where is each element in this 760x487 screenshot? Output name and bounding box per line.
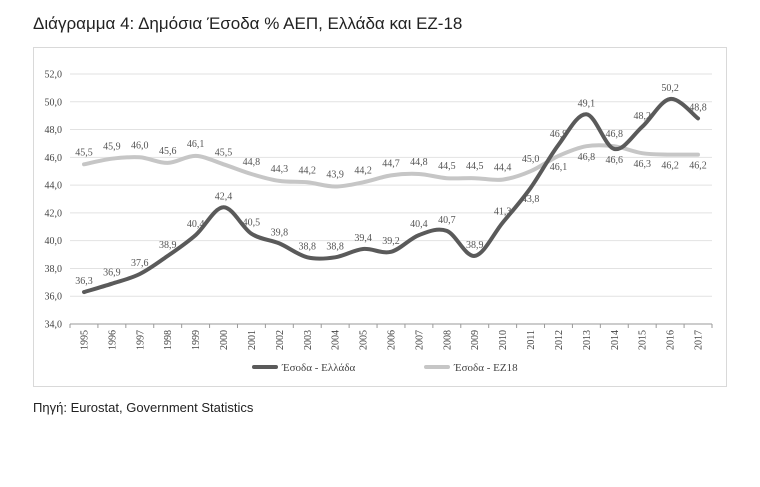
data-label-greece: 48,2: [633, 111, 651, 122]
data-label-ez18: 44,4: [494, 163, 512, 174]
data-label-greece: 40,7: [438, 215, 456, 226]
x-tick-label: 1998: [163, 330, 174, 350]
data-label-greece: 38,8: [299, 241, 317, 252]
y-tick-label: 48,0: [45, 125, 63, 136]
data-label-greece: 48,8: [689, 102, 707, 113]
data-label-ez18: 44,5: [438, 161, 456, 172]
y-tick-label: 34,0: [45, 320, 63, 331]
x-tick-label: 1997: [135, 330, 146, 350]
data-label-ez18: 44,5: [466, 161, 484, 172]
x-tick-label: 2011: [526, 330, 537, 350]
series-line-ez18: [82, 143, 700, 189]
data-label-greece: 38,9: [159, 240, 177, 251]
data-label-ez18: 46,8: [606, 129, 624, 140]
chart-frame: [33, 47, 727, 387]
y-tick-label: 44,0: [45, 181, 63, 192]
data-label-ez18: 46,8: [578, 152, 596, 163]
x-tick-label: 1995: [79, 330, 90, 350]
data-label-ez18: 46,2: [689, 161, 707, 172]
x-tick-label: 2005: [359, 330, 370, 350]
x-tick-label: 2017: [694, 330, 705, 350]
x-tick-label: 2009: [470, 330, 481, 350]
x-tick-label: 2002: [275, 330, 286, 350]
data-label-ez18: 44,8: [410, 157, 428, 168]
data-label-ez18: 46,0: [131, 140, 149, 151]
data-label-greece: 38,8: [326, 241, 344, 252]
data-label-greece: 40,5: [243, 218, 261, 229]
data-label-greece: 39,2: [382, 236, 400, 247]
x-tick-label: 2010: [498, 330, 509, 350]
data-label-greece: 46,6: [606, 155, 624, 166]
data-label-ez18: 44,2: [354, 165, 372, 176]
data-label-greece: 50,2: [661, 83, 679, 94]
y-tick-label: 38,0: [45, 264, 63, 275]
y-tick-label: 50,0: [45, 97, 63, 108]
data-label-greece: 39,4: [354, 233, 372, 244]
data-label-ez18: 45,0: [522, 154, 540, 165]
x-tick-label: 1996: [107, 330, 118, 350]
data-label-ez18: 46,2: [661, 161, 679, 172]
source-note: Πηγή: Eurostat, Government Statistics: [33, 400, 254, 415]
data-label-ez18: 45,6: [159, 146, 177, 157]
data-label-ez18: 46,3: [633, 159, 651, 170]
data-label-ez18: 46,1: [187, 139, 205, 150]
data-label-ez18: 45,5: [75, 147, 93, 158]
x-tick-label: 2015: [638, 330, 649, 350]
x-tick-label: 2008: [442, 330, 453, 350]
x-tick-label: 2004: [331, 330, 342, 350]
y-tick-label: 52,0: [45, 70, 63, 81]
data-label-greece: 42,4: [215, 191, 233, 202]
y-tick-label: 40,0: [45, 236, 63, 247]
legend-label-greece: Έσοδα - Ελλάδα: [281, 362, 356, 374]
x-tick-label: 2007: [414, 330, 425, 350]
data-label-greece: 49,1: [578, 98, 596, 109]
data-label-greece: 38,9: [466, 240, 484, 251]
x-tick-label: 2013: [582, 330, 593, 350]
x-tick-label: 2012: [554, 330, 565, 350]
data-label-greece: 37,6: [131, 258, 149, 269]
data-label-greece: 41,3: [494, 207, 512, 218]
x-tick-label: 2003: [303, 330, 314, 350]
data-label-ez18: 44,3: [271, 164, 289, 175]
y-tick-label: 36,0: [45, 292, 63, 303]
x-tick-label: 2000: [219, 330, 230, 350]
data-label-ez18: 44,2: [299, 165, 317, 176]
x-tick-label: 2014: [610, 330, 621, 350]
series-line-greece: [82, 97, 700, 295]
y-tick-label: 46,0: [45, 153, 63, 164]
data-label-ez18: 44,7: [382, 158, 400, 169]
data-label-greece: 46,9: [550, 129, 568, 140]
data-label-ez18: 43,9: [326, 170, 344, 181]
data-label-greece: 36,3: [75, 276, 93, 287]
x-tick-label: 1999: [191, 330, 202, 350]
x-tick-label: 2001: [247, 330, 258, 350]
x-tick-label: 2016: [666, 330, 677, 350]
data-label-greece: 39,8: [271, 227, 289, 238]
data-label-greece: 36,9: [103, 268, 121, 279]
data-label-greece: 43,8: [522, 194, 540, 205]
data-label-ez18: 45,5: [215, 147, 233, 158]
chart-title: Διάγραμμα 4: Δημόσια Έσοδα % ΑΕΠ, Ελλάδα…: [33, 14, 463, 33]
data-label-ez18: 46,1: [550, 162, 568, 173]
y-tick-label: 42,0: [45, 208, 63, 219]
data-label-ez18: 44,8: [243, 157, 261, 168]
legend-label-ez18: Έσοδα - ΕΖ18: [453, 362, 518, 374]
data-label-ez18: 45,9: [103, 142, 121, 153]
data-label-greece: 40,4: [187, 219, 205, 230]
data-label-greece: 40,4: [410, 219, 428, 230]
x-tick-label: 2006: [387, 330, 398, 350]
